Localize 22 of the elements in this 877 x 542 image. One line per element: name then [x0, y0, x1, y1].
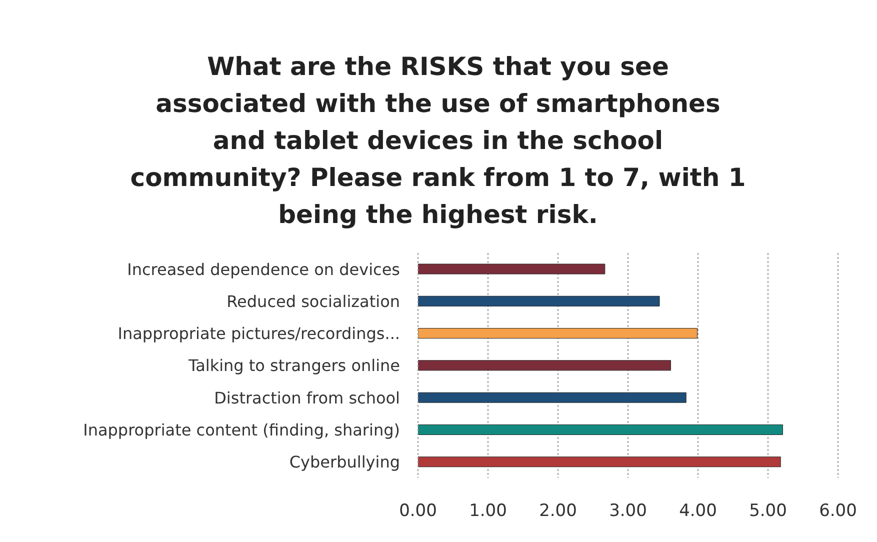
bar: [418, 264, 606, 274]
bar: [418, 296, 660, 306]
x-tick-label: 5.00: [749, 501, 787, 522]
y-tick-label: Inappropriate content (finding, sharing): [83, 420, 400, 440]
bar: [418, 456, 781, 468]
bar: [418, 328, 698, 339]
x-tick-label: 4.00: [679, 501, 717, 522]
bar: [418, 392, 686, 403]
x-tick-label: 6.00: [819, 501, 857, 522]
y-tick-label: Cyberbullying: [289, 452, 400, 472]
chart-title: What are the RISKS that you see associated with the use of smartphones and tablet devices in the school community? Please rank from 1 to 7, with 1 being the highest risk.: [129, 51, 747, 231]
y-tick-label: Reduced socialization: [226, 292, 400, 311]
y-tick-label: Inappropriate pictures/recordings...: [118, 324, 400, 344]
y-tick-label: Increased dependence on devices: [127, 260, 400, 279]
x-tick-label: 2.00: [539, 501, 577, 522]
x-tick-label: 1.00: [469, 501, 507, 522]
bar: [418, 424, 783, 435]
y-tick-label: Talking to strangers online: [187, 356, 400, 376]
bar: [418, 360, 671, 371]
x-tick-label: 3.00: [609, 501, 647, 522]
y-tick-label: Distraction from school: [214, 388, 400, 408]
x-tick-label: 0.00: [399, 501, 437, 522]
